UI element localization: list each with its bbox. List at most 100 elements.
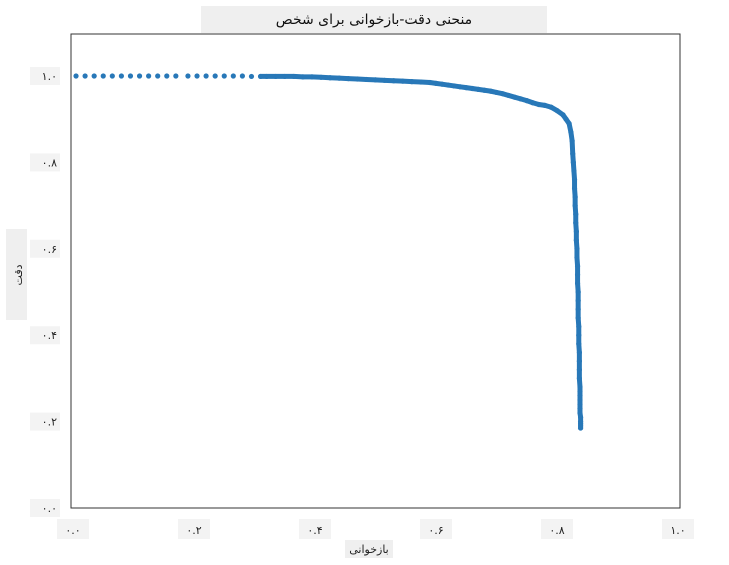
data-point xyxy=(569,138,575,144)
data-point xyxy=(203,73,209,79)
data-point xyxy=(574,263,581,269)
y-tick-label: ۱.۰ xyxy=(42,70,57,83)
data-point xyxy=(146,73,152,79)
data-point xyxy=(560,112,566,118)
data-point xyxy=(100,73,106,79)
chart-title: منحنی دقت-بازخوانی برای شخص xyxy=(276,12,472,28)
data-point xyxy=(230,73,236,79)
y-tick-label: ۰.۴ xyxy=(42,329,57,342)
data-point xyxy=(257,73,264,80)
data-point xyxy=(282,73,288,80)
data-point xyxy=(487,88,494,94)
data-point xyxy=(573,220,579,226)
data-point xyxy=(469,85,475,92)
data-point xyxy=(300,74,306,80)
data-point xyxy=(433,80,439,86)
y-tick-label-background xyxy=(30,326,60,345)
x-tick-label-background xyxy=(541,519,573,539)
data-point xyxy=(576,358,582,364)
data-point xyxy=(554,107,560,114)
data-point xyxy=(336,75,342,81)
data-point xyxy=(530,100,536,106)
y-tick-label: ۰.۸ xyxy=(42,156,57,169)
data-point xyxy=(118,73,124,79)
data-point xyxy=(173,73,179,79)
data-point xyxy=(239,73,245,79)
data-point xyxy=(575,289,581,295)
data-point xyxy=(409,79,415,85)
data-point xyxy=(506,92,512,99)
data-point xyxy=(574,280,581,286)
data-point xyxy=(493,89,500,96)
x-tick-label-background xyxy=(299,519,331,539)
data-point xyxy=(354,76,360,82)
data-point xyxy=(212,73,218,79)
data-point xyxy=(575,306,581,312)
data-point xyxy=(570,151,576,157)
data-point xyxy=(574,254,580,261)
data-point xyxy=(577,388,583,394)
y-tick-label: ۰.۲ xyxy=(42,416,57,429)
data-point xyxy=(577,397,583,403)
data-point xyxy=(439,81,445,87)
data-point xyxy=(518,96,524,102)
data-point xyxy=(291,73,297,80)
data-point xyxy=(576,367,582,373)
data-point xyxy=(400,78,406,84)
y-tick-label-background xyxy=(30,499,60,517)
x-tick-label: ۰.۶ xyxy=(428,524,443,537)
data-point xyxy=(572,194,578,200)
data-point xyxy=(575,298,581,304)
x-tick-label-background xyxy=(178,519,210,539)
data-point xyxy=(512,94,518,100)
data-point xyxy=(576,323,582,330)
x-tick-label: ۰.۰ xyxy=(65,524,80,537)
data-point xyxy=(127,73,134,79)
data-point xyxy=(524,98,530,104)
data-point xyxy=(577,425,584,431)
y-axis-label-background xyxy=(6,229,27,320)
y-tick-label-background xyxy=(30,412,60,431)
data-point xyxy=(568,129,574,135)
x-axis-label-background xyxy=(345,540,393,558)
data-point xyxy=(570,159,576,165)
data-point xyxy=(572,203,578,209)
data-point xyxy=(273,73,279,80)
data-point xyxy=(164,73,170,79)
data-point xyxy=(194,73,200,79)
data-point xyxy=(185,73,191,79)
data-point xyxy=(418,79,424,85)
data-point xyxy=(445,82,451,88)
data-point xyxy=(576,349,582,356)
data-point xyxy=(573,211,579,217)
y-tick-label-background xyxy=(30,153,60,172)
data-point xyxy=(548,104,554,110)
y-axis-label: دقت xyxy=(12,264,25,285)
x-tick-label-background xyxy=(420,519,452,539)
data-point xyxy=(566,120,572,127)
x-tick-label-background xyxy=(57,519,89,539)
data-point xyxy=(574,246,580,252)
data-point xyxy=(221,73,227,79)
x-tick-label: ۰.۸ xyxy=(549,524,564,537)
data-point xyxy=(427,79,433,86)
data-point xyxy=(109,73,115,79)
data-point xyxy=(155,73,161,79)
data-point xyxy=(82,73,88,79)
data-point xyxy=(475,86,481,92)
x-tick-label: ۰.۲ xyxy=(186,524,201,537)
data-point xyxy=(577,406,583,412)
y-tick-label-background xyxy=(30,239,60,258)
data-point xyxy=(309,74,315,80)
data-point xyxy=(571,177,578,183)
data-point xyxy=(575,315,581,321)
data-point xyxy=(577,384,583,390)
y-tick-label: ۰.۰ xyxy=(42,502,57,515)
chart-title-background xyxy=(201,6,547,33)
data-point xyxy=(391,78,397,84)
data-point xyxy=(248,73,255,80)
data-point xyxy=(576,332,582,338)
data-point xyxy=(381,77,388,83)
data-point xyxy=(318,74,324,80)
data-point xyxy=(327,75,333,81)
